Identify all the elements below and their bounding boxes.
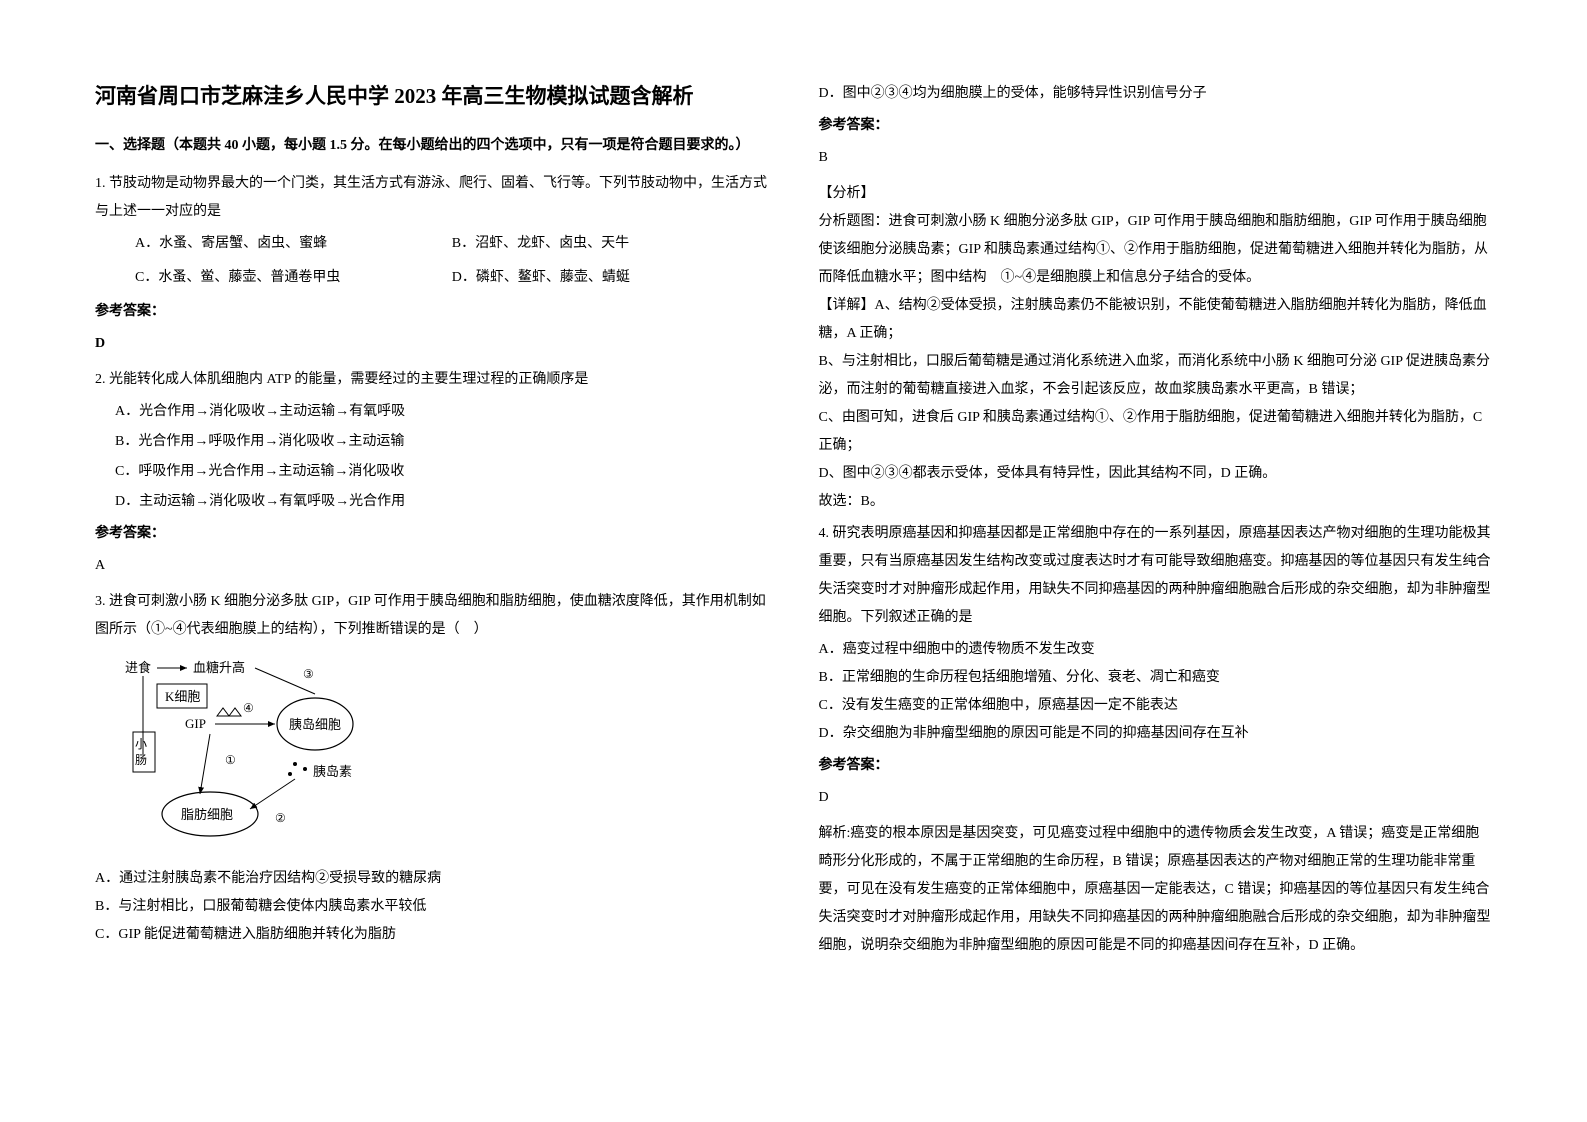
q4-text: 4. 研究表明原癌基因和抑癌基因都是正常细胞中存在的一系列基因，原癌基因表达产物… [819, 520, 1493, 632]
q3-option-b: B．与注射相比，口服葡萄糖会使体内胰岛素水平较低 [95, 893, 769, 921]
diagram-intestine-label-2: 肠 [135, 753, 147, 767]
diagram-islet-label: 胰岛细胞 [289, 717, 341, 732]
q1-answer-label: 参考答案： [95, 298, 769, 326]
section-1-header: 一、选择题（本题共 40 小题，每小题 1.5 分。在每小题给出的四个选项中，只… [95, 132, 769, 160]
q1-option-c: C．水蚤、鲎、藤壶、普通卷甲虫 [135, 264, 452, 292]
diagram-intestine-label-1: 小 [135, 737, 147, 751]
diagram-bloodsugar-label: 血糖升高 [193, 660, 245, 675]
q1-text: 1. 节肢动物是动物界最大的一个门类，其生活方式有游泳、爬行、固着、飞行等。下列… [95, 170, 769, 226]
q3-option-d: D．图中②③④均为细胞膜上的受体，能够特异性识别信号分子 [819, 80, 1493, 108]
diagram-gip-label: GIP [185, 716, 206, 731]
q3-detail-c: C、由图可知，进食后 GIP 和胰岛素通过结构①、②作用于脂肪细胞，促进葡萄糖进… [819, 404, 1493, 460]
right-column: D．图中②③④均为细胞膜上的受体，能够特异性识别信号分子 参考答案： B 【分析… [819, 80, 1493, 1042]
diagram-fatcell-label: 脂肪细胞 [181, 807, 233, 822]
q4-analysis: 解析:癌变的根本原因是基因突变，可见癌变过程中细胞中的遗传物质会发生改变，A 错… [819, 820, 1493, 960]
q1-option-a: A．水蚤、寄居蟹、卤虫、蜜蜂 [135, 230, 452, 258]
question-2: 2. 光能转化成人体肌细胞内 ATP 的能量，需要经过的主要生理过程的正确顺序是… [95, 366, 769, 580]
q1-options-2: C．水蚤、鲎、藤壶、普通卷甲虫 D．磷虾、鳌虾、藤壶、蜻蜓 [95, 264, 769, 292]
diagram-n4: ④ [243, 701, 254, 715]
diagram-n2: ② [275, 811, 286, 825]
left-column: 河南省周口市芝麻洼乡人民中学 2023 年高三生物模拟试题含解析 一、选择题（本… [95, 80, 769, 1042]
diagram-insulin-label: 胰岛素 [313, 764, 352, 779]
q3-conclusion: 故选：B。 [819, 488, 1493, 516]
q4-option-c: C．没有发生癌变的正常体细胞中，原癌基因一定不能表达 [819, 692, 1493, 720]
question-1: 1. 节肢动物是动物界最大的一个门类，其生活方式有游泳、爬行、固着、飞行等。下列… [95, 170, 769, 358]
q3-answer-label: 参考答案： [819, 112, 1493, 140]
q2-text: 2. 光能转化成人体肌细胞内 ATP 的能量，需要经过的主要生理过程的正确顺序是 [95, 366, 769, 394]
q3-analysis-label: 【分析】 [819, 180, 1493, 208]
q3-detail-d: D、图中②③④都表示受体，受体具有特异性，因此其结构不同，D 正确。 [819, 460, 1493, 488]
q4-option-b: B．正常细胞的生命历程包括细胞增殖、分化、衰老、凋亡和癌变 [819, 664, 1493, 692]
q3-text: 3. 进食可刺激小肠 K 细胞分泌多肽 GIP，GIP 可作用于胰岛细胞和脂肪细… [95, 588, 769, 644]
document-title: 河南省周口市芝麻洼乡人民中学 2023 年高三生物模拟试题含解析 [95, 80, 769, 114]
q1-options: A．水蚤、寄居蟹、卤虫、蜜蜂 B．沼虾、龙虾、卤虫、天牛 [95, 230, 769, 258]
q3-detail-label: 【详解】A、结构②受体受损，注射胰岛素仍不能被识别，不能使葡萄糖进入脂肪细胞并转… [819, 292, 1493, 348]
q3-answer: B [819, 144, 1493, 172]
q3-detail-a: A、结构②受体受损，注射胰岛素仍不能被识别，不能使葡萄糖进入脂肪细胞并转化为脂肪… [819, 298, 1487, 341]
q2-answer-label: 参考答案： [95, 520, 769, 548]
q4-option-a: A．癌变过程中细胞中的遗传物质不发生改变 [819, 636, 1493, 664]
q4-answer: D [819, 784, 1493, 812]
q3-analysis: 分析题图：进食可刺激小肠 K 细胞分泌多肽 GIP，GIP 可作用于胰岛细胞和脂… [819, 208, 1493, 292]
q2-answer: A [95, 552, 769, 580]
q3-option-c: C．GIP 能促进葡萄糖进入脂肪细胞并转化为脂肪 [95, 921, 769, 949]
q3-option-a: A．通过注射胰岛素不能治疗因结构②受损导致的糖尿病 [95, 865, 769, 893]
diagram-kcell-label: K细胞 [165, 689, 200, 704]
q2-option-a: A．光合作用→消化吸收→主动运输→有氧呼吸 [95, 398, 769, 426]
q1-option-d: D．磷虾、鳌虾、藤壶、蜻蜓 [452, 264, 769, 292]
question-3: 3. 进食可刺激小肠 K 细胞分泌多肽 GIP，GIP 可作用于胰岛细胞和脂肪细… [95, 588, 769, 949]
q2-option-c: C．呼吸作用→光合作用→主动运输→消化吸收 [95, 458, 769, 486]
q4-answer-label: 参考答案： [819, 752, 1493, 780]
diagram-eating-label: 进食 [125, 660, 151, 675]
q3-diagram: 进食 血糖升高 ③ K细胞 GIP ④ 小 肠 [115, 654, 769, 855]
q3-detail-label-text: 【详解】 [819, 298, 875, 313]
diagram-n3: ③ [303, 667, 314, 681]
diagram-n1: ① [225, 753, 236, 767]
q3-detail-b: B、与注射相比，口服后葡萄糖是通过消化系统进入血浆，而消化系统中小肠 K 细胞可… [819, 348, 1493, 404]
q2-option-b: B．光合作用→呼吸作用→消化吸收→主动运输 [95, 428, 769, 456]
q2-option-d: D．主动运输→消化吸收→有氧呼吸→光合作用 [95, 488, 769, 516]
diagram-svg: 进食 血糖升高 ③ K细胞 GIP ④ 小 肠 [115, 654, 375, 844]
question-4: 4. 研究表明原癌基因和抑癌基因都是正常细胞中存在的一系列基因，原癌基因表达产物… [819, 520, 1493, 960]
q4-option-d: D．杂交细胞为非肿瘤型细胞的原因可能是不同的抑癌基因间存在互补 [819, 720, 1493, 748]
q1-option-b: B．沼虾、龙虾、卤虫、天牛 [452, 230, 769, 258]
q1-answer: D [95, 330, 769, 358]
